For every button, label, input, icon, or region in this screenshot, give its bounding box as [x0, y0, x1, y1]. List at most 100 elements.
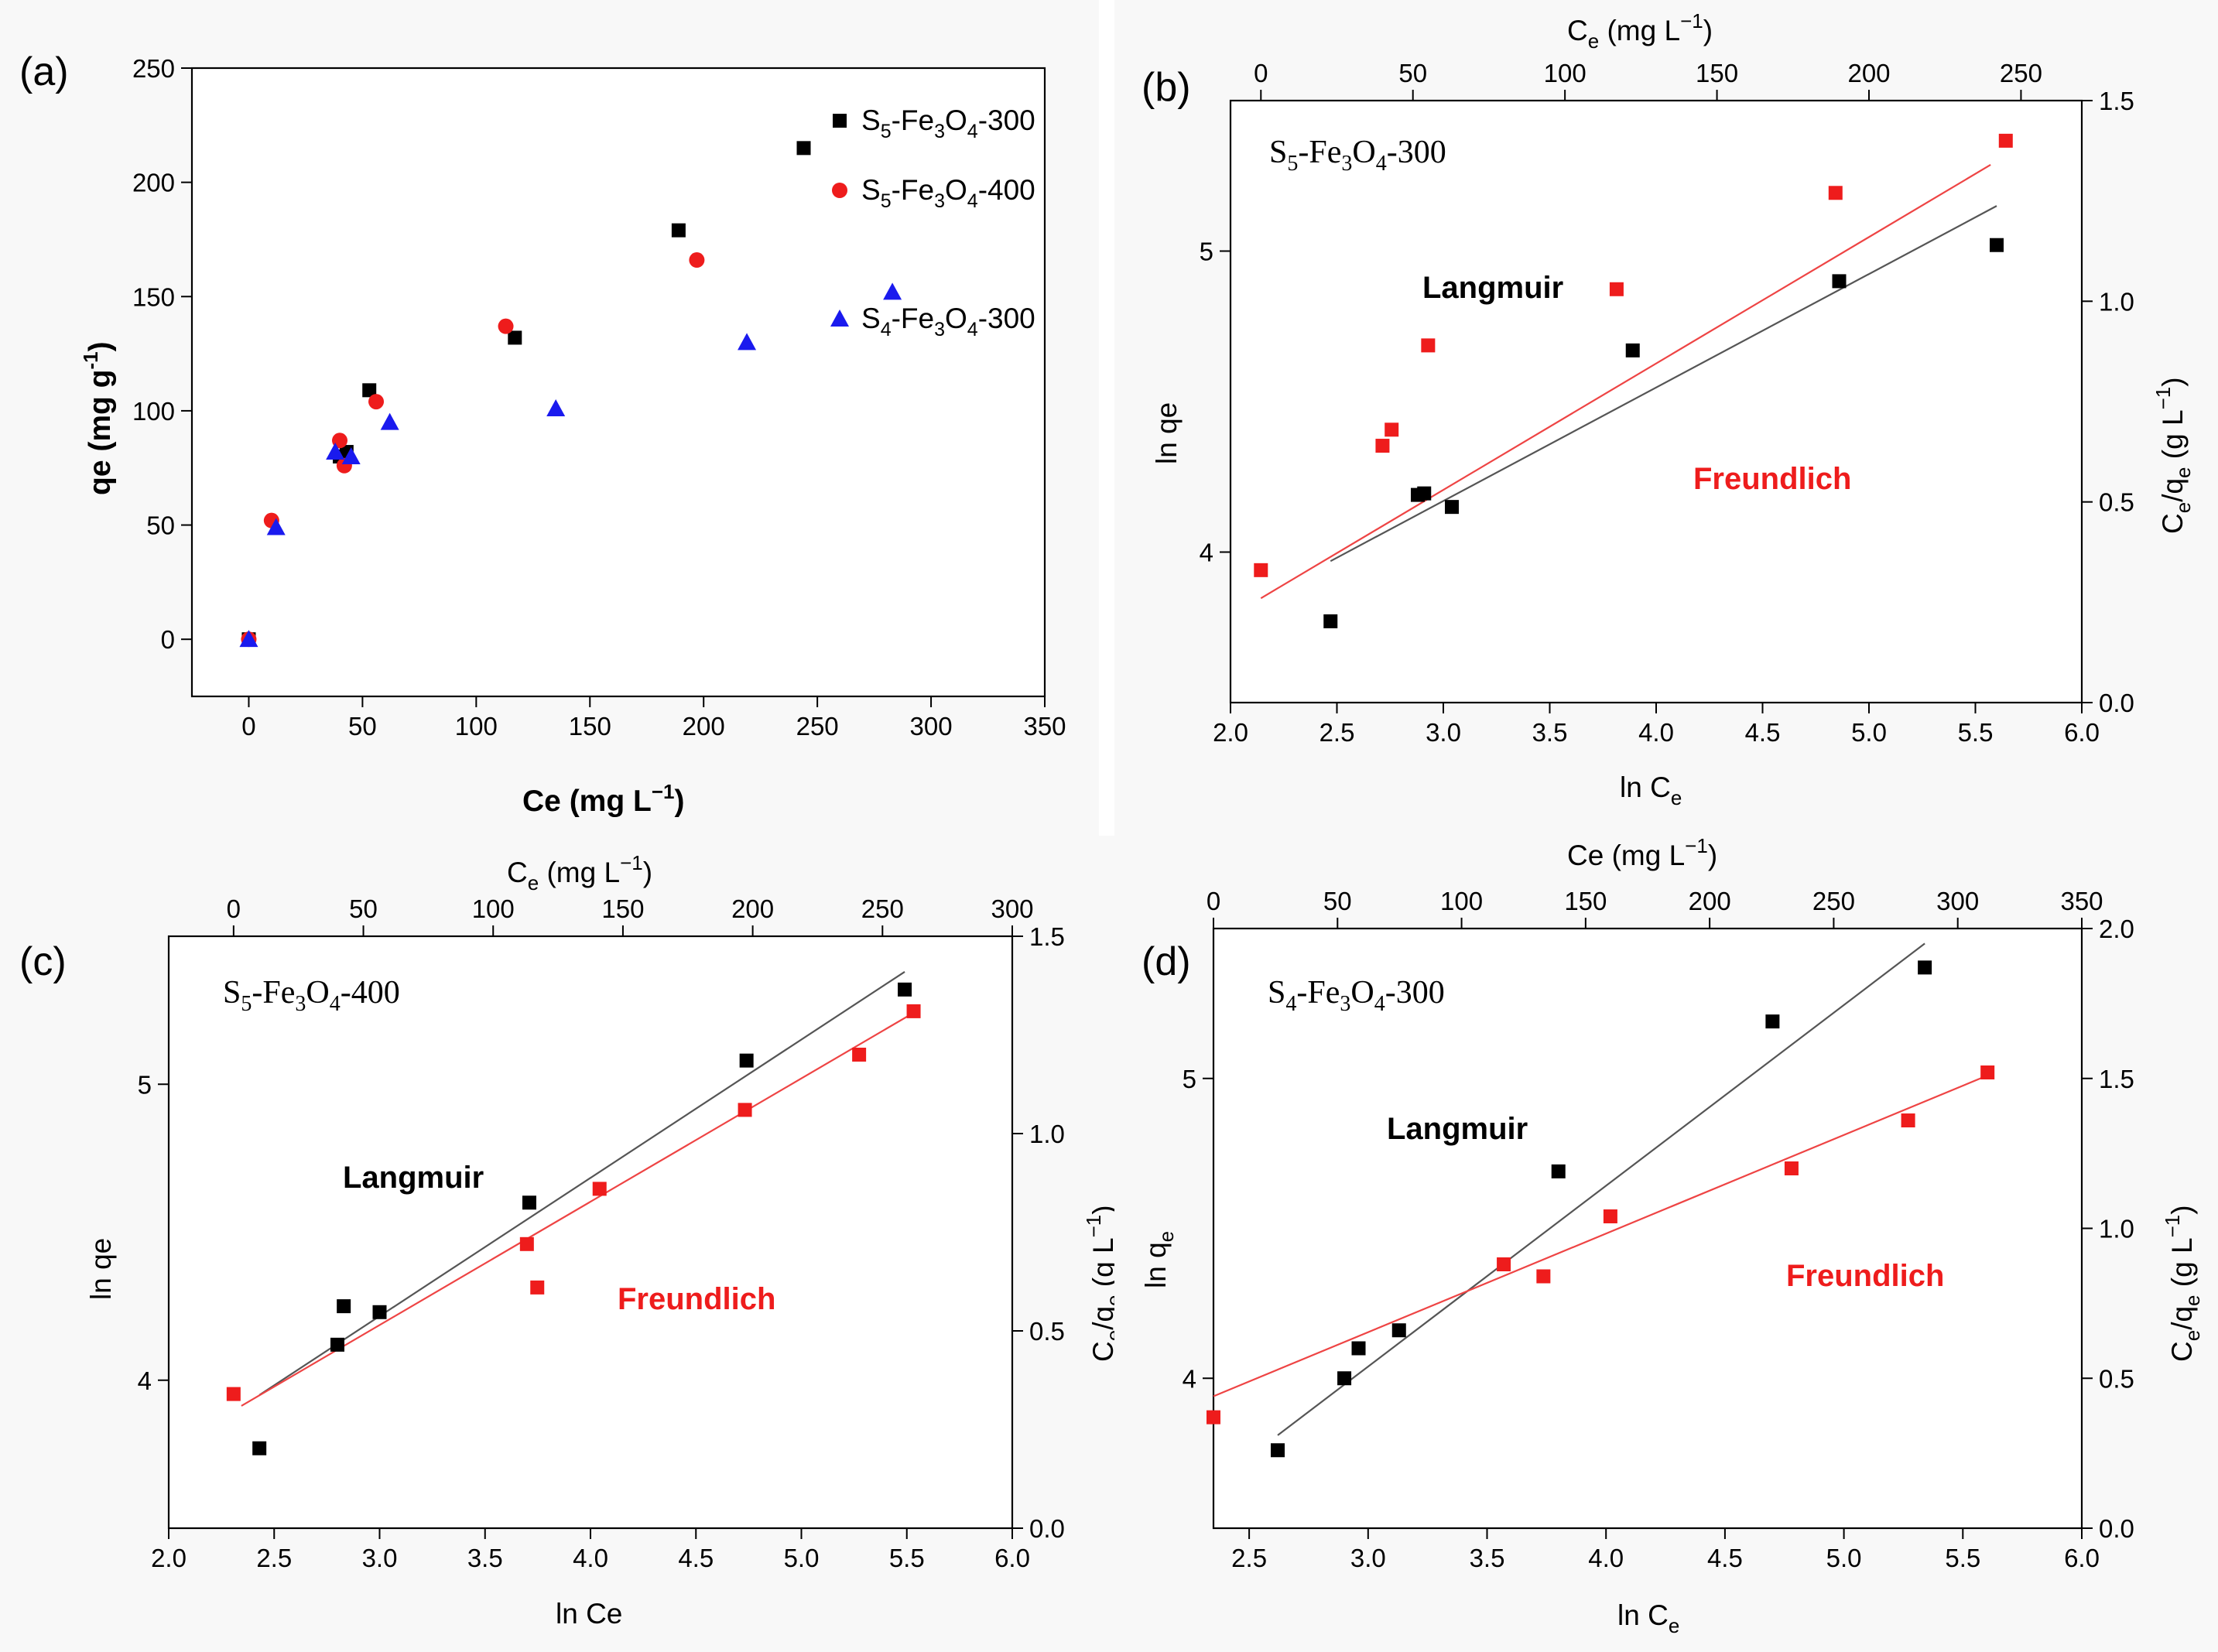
langmuir-point: [1551, 1164, 1566, 1178]
freundlich-point: [1603, 1209, 1617, 1223]
series-title-d: S4-Fe3O4-300: [1268, 975, 1445, 1016]
x-tick-label: 3.0: [362, 1544, 398, 1572]
x2-tick-label: 100: [472, 894, 515, 923]
x2-tick-label: 100: [1544, 59, 1586, 87]
y2-tick-label: 1.5: [2099, 87, 2134, 115]
y2-axis-label-c: Ce/qe (g L−1): [1082, 1205, 1125, 1362]
langmuir-point: [1990, 238, 2004, 252]
plot-area-c: [167, 935, 1014, 1530]
x-tick-label: 3.5: [1532, 718, 1568, 747]
x-tick-label: 5.0: [1851, 718, 1887, 747]
point-square: [796, 141, 811, 156]
langmuir-point: [1351, 1341, 1366, 1356]
langmuir-point: [1323, 614, 1338, 628]
langmuir-point: [1270, 1443, 1285, 1458]
y2-tick-label: 1.5: [2099, 1065, 2134, 1093]
y-tick-label: 50: [146, 511, 175, 540]
x-tick-label: 4.5: [1745, 718, 1781, 747]
legend-a: S5-Fe3O4-300 S5-Fe3O4-400 S4-Fe3O4-300: [830, 104, 1035, 340]
point-triangle: [239, 630, 258, 648]
x2-tick-label: 50: [349, 894, 378, 923]
y2-axis-label-b: Ce/qe (g L−1): [2151, 377, 2195, 534]
langmuir-point: [522, 1195, 536, 1210]
point-square: [671, 223, 686, 238]
x-tick-label: 4.5: [678, 1544, 714, 1572]
freundlich-point: [906, 1004, 921, 1018]
point-triangle: [546, 398, 566, 416]
y-axis-label-d: ln qe: [1140, 1231, 1178, 1288]
freundlich-point: [530, 1280, 545, 1295]
panel-label-d: (d): [1142, 939, 1191, 984]
point-triangle: [380, 412, 399, 430]
point-triangle: [738, 333, 757, 351]
freundlich-point: [1828, 186, 1843, 200]
langmuir-point: [898, 982, 912, 997]
freundlich-point: [1497, 1257, 1511, 1271]
y-tick-label: 5: [1200, 238, 1213, 266]
x-tick-label: 5.5: [889, 1544, 925, 1572]
point-circle: [689, 252, 705, 268]
langmuir-label-b: Langmuir: [1422, 271, 1563, 305]
x-tick-label: 5.0: [784, 1544, 820, 1572]
x2-tick-label: 100: [1440, 887, 1483, 915]
y2-tick-label: 0.5: [2099, 1364, 2134, 1393]
freundlich-point: [592, 1182, 607, 1196]
langmuir-fit-line: [258, 970, 905, 1396]
freundlich-point: [1385, 422, 1399, 437]
freundlich-point: [1421, 338, 1436, 353]
langmuir-point: [372, 1305, 387, 1319]
x-axis-label-b: ln Ce: [1620, 771, 1682, 809]
x2-axis-label-b: Ce (mg L−1): [1567, 9, 1713, 53]
x-axis-label-c: ln Ce: [556, 1598, 622, 1630]
x-tick-label: 2.5: [1231, 1544, 1267, 1572]
x2-axis-label-c: Ce (mg L−1): [507, 851, 652, 894]
data-marks-b: [1254, 133, 2013, 628]
y-tick-label: 100: [132, 397, 175, 426]
x2-tick-label: 150: [1696, 59, 1738, 87]
x-tick-label: 6.0: [2064, 718, 2100, 747]
freundlich-point: [1254, 563, 1268, 577]
y-tick-label: 4: [138, 1366, 152, 1395]
legend-marker-square: [833, 114, 847, 128]
data-marks-a: [239, 141, 902, 648]
point-square: [508, 330, 522, 345]
freundlich-point: [1375, 439, 1390, 453]
x2-tick-label: 300: [1936, 887, 1979, 915]
x2-tick-label: 200: [1689, 887, 1731, 915]
freundlich-point: [1998, 133, 2013, 148]
panel-label-c: (c): [19, 939, 67, 984]
x2-tick-label: 0: [227, 894, 241, 923]
x2-tick-label: 0: [1207, 887, 1220, 915]
panel-a: (a) 0 50 100 150 200 250 300 350 0 50 100 150 200 250…: [0, 0, 1099, 836]
x-tick-label: 4.0: [1638, 718, 1674, 747]
x-tick-label: 150: [569, 712, 611, 740]
langmuir-point: [1832, 274, 1847, 289]
x2-tick-label: 200: [1847, 59, 1890, 87]
freundlich-point: [1536, 1269, 1551, 1284]
y-tick-label: 200: [132, 169, 175, 197]
x-tick-label: 2.5: [256, 1544, 292, 1572]
x-tick-label: 250: [796, 712, 839, 740]
y2-tick-label: 1.0: [1029, 1120, 1065, 1148]
langmuir-point: [252, 1441, 267, 1455]
y-tick-label: 4: [1183, 1364, 1196, 1393]
y2-tick-label: 2.0: [2099, 915, 2134, 943]
x-tick-label: 300: [910, 712, 953, 740]
point-circle: [368, 394, 385, 410]
x-tick-label: 100: [455, 712, 498, 740]
x-tick-label: 3.0: [1426, 718, 1461, 747]
x2-tick-label: 150: [1564, 887, 1607, 915]
freundlich-label-d: Freundlich: [1786, 1259, 1944, 1293]
x-tick-label: 3.5: [1470, 1544, 1505, 1572]
x-axis-label-d: ln Ce: [1617, 1599, 1679, 1637]
plot-area-b: [1229, 99, 2083, 704]
y-tick-label: 5: [138, 1070, 152, 1099]
axis-ticks-a: 0 50 100 150 200 250 300 350 0 50 100 150 200 250: [132, 54, 1066, 740]
freundlich-point: [738, 1103, 752, 1117]
freundlich-point: [1784, 1161, 1799, 1175]
